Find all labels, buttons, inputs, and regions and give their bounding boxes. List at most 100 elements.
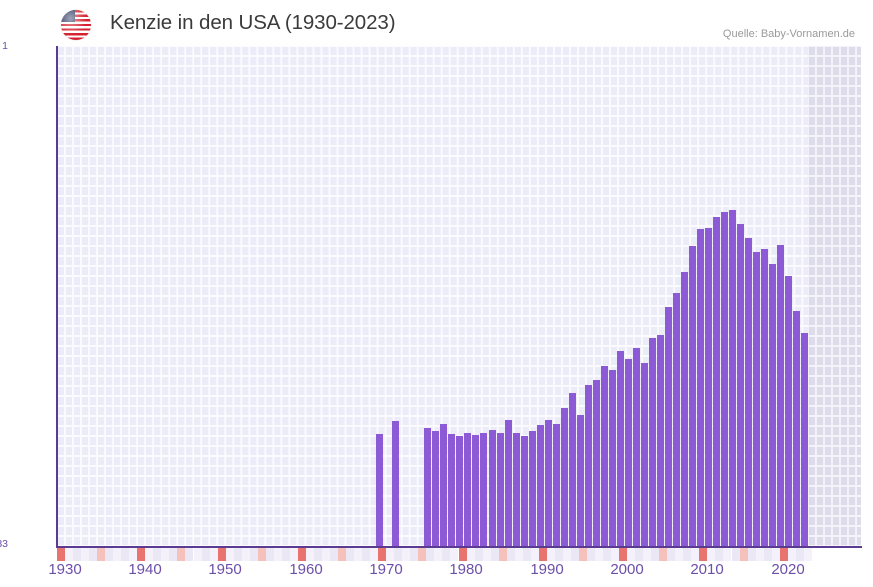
- x-axis-tick: [57, 548, 65, 561]
- x-axis-tick: [177, 548, 186, 561]
- bar[interactable]: [464, 433, 471, 546]
- bar[interactable]: [569, 393, 576, 546]
- bar[interactable]: [545, 420, 552, 546]
- bar[interactable]: [553, 424, 560, 546]
- x-axis-tick: [354, 548, 363, 561]
- x-axis-tick: [506, 548, 515, 561]
- bar[interactable]: [472, 435, 479, 546]
- bar[interactable]: [681, 272, 688, 546]
- bar[interactable]: [513, 433, 520, 546]
- bar[interactable]: [424, 428, 431, 546]
- bar[interactable]: [376, 434, 383, 546]
- bar[interactable]: [737, 224, 744, 546]
- x-axis-tick: [265, 548, 274, 561]
- x-axis-tick: [619, 548, 628, 561]
- x-axis-tick: [627, 548, 636, 561]
- bar[interactable]: [432, 431, 439, 546]
- bar[interactable]: [609, 370, 616, 546]
- x-axis-tick: [273, 548, 282, 561]
- bar[interactable]: [480, 433, 487, 546]
- bar[interactable]: [497, 433, 504, 546]
- x-axis-tick: [659, 548, 668, 561]
- x-axis-tick: [418, 548, 427, 561]
- bar[interactable]: [529, 431, 536, 546]
- bar[interactable]: [601, 366, 608, 546]
- bar[interactable]: [721, 212, 728, 546]
- x-axis-tick: [787, 548, 796, 561]
- x-axis-tick: [193, 548, 202, 561]
- x-axis-tick: [113, 548, 122, 561]
- x-axis-tick: [257, 548, 266, 561]
- x-axis-tick: [281, 548, 290, 561]
- x-axis-tick: [675, 548, 684, 561]
- x-axis-tick: [691, 548, 700, 561]
- bar[interactable]: [392, 421, 399, 546]
- bar[interactable]: [713, 217, 720, 546]
- x-axis-tick: [105, 548, 114, 561]
- bar[interactable]: [617, 351, 624, 546]
- source-attribution: Quelle: Baby-Vornamen.de: [722, 28, 855, 40]
- bar[interactable]: [585, 385, 592, 546]
- bar[interactable]: [665, 307, 672, 546]
- bar[interactable]: [649, 338, 656, 546]
- bar[interactable]: [801, 333, 808, 546]
- x-axis-tick: [370, 548, 379, 561]
- x-axis-tick: [241, 548, 250, 561]
- bar[interactable]: [440, 424, 447, 546]
- y-axis-top-label: 1: [2, 40, 8, 52]
- bar[interactable]: [537, 425, 544, 546]
- x-axis-tick: [779, 548, 788, 561]
- x-axis-tick-label: 1930: [48, 561, 82, 578]
- bar[interactable]: [697, 229, 704, 546]
- x-axis-tick: [498, 548, 507, 561]
- bar[interactable]: [705, 228, 712, 546]
- bar[interactable]: [689, 246, 696, 546]
- x-axis-tick: [603, 548, 612, 561]
- bar[interactable]: [745, 238, 752, 546]
- bar[interactable]: [593, 380, 600, 546]
- bar[interactable]: [625, 359, 632, 546]
- x-axis-tick: [683, 548, 692, 561]
- x-axis-tick-label: 1990: [530, 561, 564, 578]
- bar[interactable]: [456, 436, 463, 546]
- bar[interactable]: [448, 434, 455, 546]
- bar[interactable]: [673, 293, 680, 546]
- bar[interactable]: [777, 245, 784, 546]
- page-title: Kenzie in den USA (1930-2023): [110, 11, 396, 34]
- bar[interactable]: [761, 249, 768, 546]
- bar[interactable]: [577, 415, 584, 546]
- x-axis-tick: [81, 548, 90, 561]
- x-axis-tick-label: 1980: [449, 561, 483, 578]
- x-axis-tick: [394, 548, 403, 561]
- x-axis-tick: [330, 548, 339, 561]
- x-axis-tick: [442, 548, 451, 561]
- x-axis-tick: [803, 548, 812, 561]
- bar[interactable]: [793, 311, 800, 546]
- x-axis-tick: [611, 548, 620, 561]
- plot-area: Platz: [57, 46, 861, 546]
- bar[interactable]: [561, 408, 568, 546]
- bar[interactable]: [633, 348, 640, 546]
- x-axis-tick: [121, 548, 130, 561]
- x-axis-tick: [570, 548, 579, 561]
- bar[interactable]: [753, 252, 760, 546]
- x-axis-tick: [129, 548, 138, 561]
- x-axis-tick: [763, 548, 772, 561]
- bar[interactable]: [769, 264, 776, 546]
- bar[interactable]: [521, 436, 528, 546]
- bar[interactable]: [729, 210, 736, 546]
- x-axis-tick: [386, 548, 395, 561]
- x-axis-tick: [595, 548, 603, 561]
- bar[interactable]: [641, 363, 648, 546]
- x-axis-tick: [217, 548, 226, 561]
- x-axis-tick: [546, 548, 555, 561]
- bar[interactable]: [489, 430, 496, 546]
- x-axis-tick: [578, 548, 587, 561]
- x-axis-tick: [466, 548, 475, 561]
- x-axis-tick: [474, 548, 483, 561]
- bar[interactable]: [785, 276, 792, 546]
- chart-header: Kenzie in den USA (1930-2023) Quelle: Ba…: [0, 0, 873, 46]
- x-axis-tick: [346, 548, 355, 561]
- bar[interactable]: [657, 335, 664, 546]
- bar[interactable]: [505, 420, 512, 546]
